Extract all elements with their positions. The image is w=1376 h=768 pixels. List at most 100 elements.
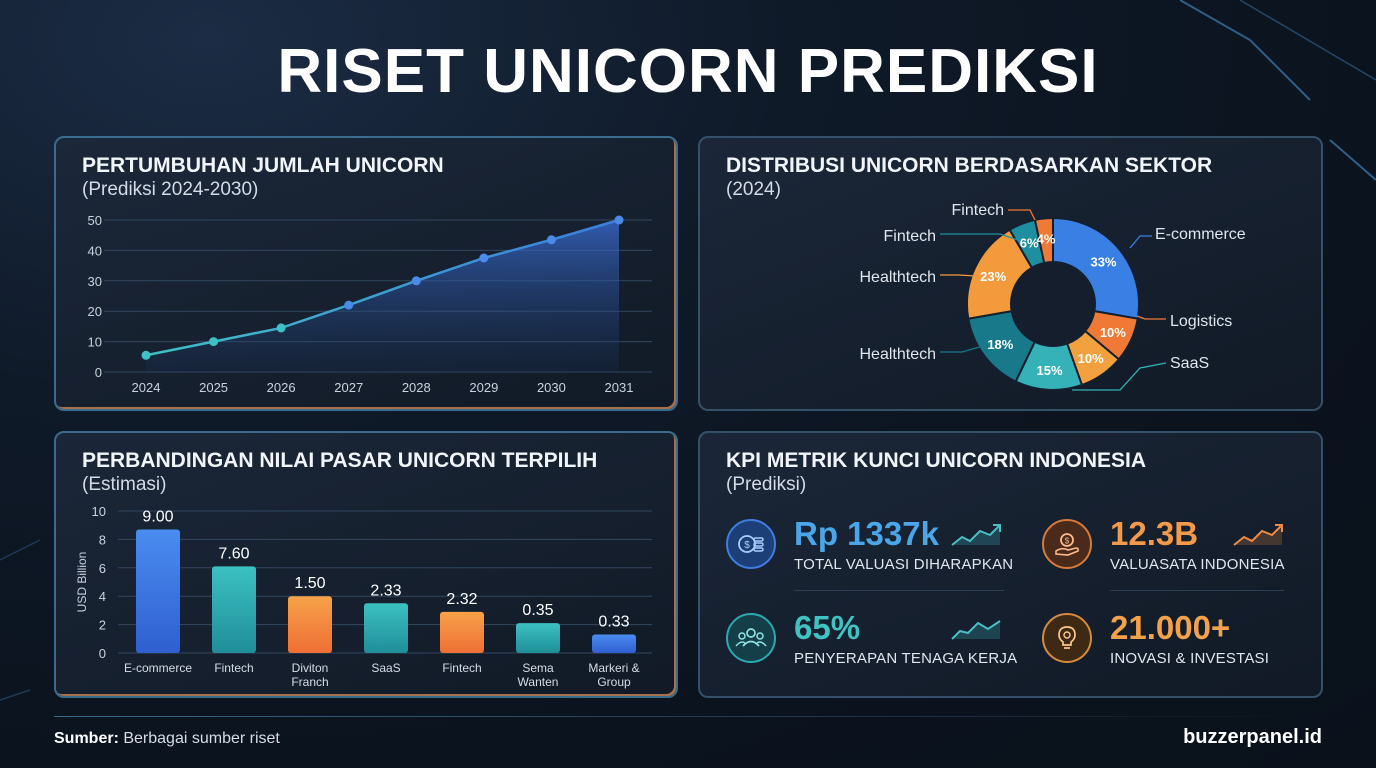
kpi-value-innovation: 21.000+ bbox=[1110, 609, 1231, 646]
hand-coin-icon: $ bbox=[1042, 519, 1092, 569]
kpi-value-valuation: Rp 1337k bbox=[794, 515, 939, 552]
y-tick-label: 4 bbox=[99, 589, 106, 604]
bar-value-label: 0.33 bbox=[598, 614, 629, 631]
market-chart-title: PERBANDINGAN NILAI PASAR UNICORN TERPILI… bbox=[82, 449, 598, 472]
slice-name-label: E-commerce bbox=[1155, 226, 1246, 243]
bar-value-label: 9.00 bbox=[142, 508, 173, 525]
sector-chart-panel: DISTRIBUSI UNICORN BERDASARKAN SEKTOR (2… bbox=[698, 136, 1323, 411]
growth-chart-title: PERTUMBUHAN JUMLAH UNICORN bbox=[82, 154, 444, 177]
sector-chart-title: DISTRIBUSI UNICORN BERDASARKAN SEKTOR bbox=[726, 154, 1213, 177]
page-title: RISET UNICORN PREDIKSI bbox=[277, 37, 1099, 106]
kpi-label-valuation: TOTAL VALUASI DIHARAPKAN bbox=[794, 556, 1014, 573]
slice-value-label: 10% bbox=[1078, 351, 1104, 366]
x-tick-label: Fintech bbox=[214, 661, 253, 675]
bar-value-label: 7.60 bbox=[218, 545, 249, 562]
y-tick-label: 0 bbox=[95, 365, 102, 380]
x-tick-label: 2024 bbox=[132, 380, 161, 395]
growth-chart-panel: PERTUMBUHAN JUMLAH UNICORN (Prediksi 202… bbox=[54, 136, 678, 411]
x-tick-label: 2028 bbox=[402, 380, 431, 395]
data-point bbox=[276, 323, 286, 333]
x-tick-label: Sema bbox=[522, 661, 554, 675]
slice-value-label: 15% bbox=[1037, 363, 1063, 378]
y-tick-label: 0 bbox=[99, 646, 106, 661]
svg-text:$: $ bbox=[744, 540, 750, 551]
data-point bbox=[479, 253, 489, 263]
bar bbox=[516, 623, 560, 653]
bar bbox=[364, 603, 408, 653]
data-point bbox=[344, 300, 354, 310]
money-coins-icon: $ bbox=[726, 519, 776, 569]
x-tick-label: Group bbox=[597, 675, 631, 689]
x-tick-label: SaaS bbox=[371, 661, 400, 675]
x-tick-label: 2025 bbox=[199, 380, 228, 395]
x-tick-label: Fintech bbox=[442, 661, 481, 675]
x-tick-label: 2030 bbox=[537, 380, 566, 395]
bar bbox=[288, 596, 332, 653]
leader-line bbox=[1129, 235, 1152, 249]
bar-value-label: 2.33 bbox=[370, 582, 401, 599]
footer-divider bbox=[54, 716, 1323, 717]
slice-value-label: 18% bbox=[987, 337, 1013, 352]
trend-up-icon bbox=[951, 524, 1001, 546]
trend-up-icon bbox=[1233, 524, 1283, 546]
footer-source: Sumber: Berbagai sumber riset bbox=[54, 730, 280, 748]
y-axis-label: USD Billion bbox=[75, 552, 89, 613]
slice-name-label: Healthtech bbox=[860, 346, 937, 363]
slice-name-label: Fintech bbox=[884, 228, 936, 245]
bar bbox=[136, 529, 180, 653]
kpi-label-employment: PENYERAPAN TENAGA KERJA bbox=[794, 650, 1018, 667]
trend-up-icon bbox=[951, 620, 1001, 640]
y-tick-label: 40 bbox=[88, 243, 102, 258]
leader-line bbox=[1008, 209, 1036, 221]
donut-slice bbox=[1033, 216, 1054, 265]
footer-brand: buzzerpanel.id bbox=[1183, 726, 1322, 748]
x-tick-label: 2029 bbox=[469, 380, 498, 395]
x-tick-label: 2027 bbox=[334, 380, 363, 395]
market-bar-chart: 0 2 4 6 8 10 USD Billion 9.00 E-commerce 7.60 Fint… bbox=[75, 504, 652, 689]
y-tick-label: 10 bbox=[92, 504, 106, 519]
kpi-divider bbox=[1110, 590, 1284, 591]
bar bbox=[592, 634, 636, 653]
leader-line bbox=[1136, 315, 1166, 320]
bar bbox=[440, 611, 484, 653]
leader-line bbox=[940, 274, 977, 277]
y-tick-label: 30 bbox=[88, 274, 102, 289]
y-tick-label: 8 bbox=[99, 532, 106, 547]
market-chart-panel: PERBANDINGAN NILAI PASAR UNICORN TERPILI… bbox=[54, 431, 678, 698]
sector-chart-subtitle: (2024) bbox=[726, 179, 781, 200]
slice-value-label: 23% bbox=[980, 269, 1006, 284]
slice-name-label: SaaS bbox=[1170, 355, 1209, 372]
slice-value-label: 10% bbox=[1100, 325, 1126, 340]
slice-name-label: Healthtech bbox=[860, 269, 937, 286]
slice-name-label: Fintech bbox=[952, 202, 1004, 219]
kpi-title: KPI METRIK KUNCI UNICORN INDONESIA bbox=[726, 449, 1147, 472]
slice-value-label: 33% bbox=[1090, 255, 1116, 270]
leader-line bbox=[940, 345, 984, 353]
kpi-panel: KPI METRIK KUNCI UNICORN INDONESIA (Pred… bbox=[698, 431, 1323, 698]
kpi-divider bbox=[794, 590, 1004, 591]
x-tick-label: Wanten bbox=[518, 675, 559, 689]
growth-chart-subtitle: (Prediksi 2024-2030) bbox=[82, 179, 259, 200]
data-point bbox=[411, 276, 421, 286]
data-point bbox=[546, 235, 556, 245]
kpi-subtitle: (Prediksi) bbox=[726, 474, 807, 495]
series-line bbox=[145, 218, 620, 357]
footer-source-text: Berbagai sumber riset bbox=[123, 730, 280, 747]
footer-source-label: Sumber: bbox=[54, 730, 119, 747]
donut-hole bbox=[1012, 263, 1094, 345]
bar bbox=[212, 566, 256, 653]
x-tick-label: 2026 bbox=[267, 380, 296, 395]
kpi-value-employment: 65% bbox=[794, 609, 861, 646]
bar-value-label: 2.32 bbox=[446, 591, 477, 608]
leader-line bbox=[940, 233, 1019, 241]
data-point bbox=[141, 350, 151, 360]
slice-value-label: 6% bbox=[1020, 235, 1039, 250]
data-point bbox=[209, 337, 219, 347]
y-tick-label: 50 bbox=[88, 213, 102, 228]
x-tick-label: Markeri & bbox=[588, 661, 639, 675]
x-tick-label: Diviton bbox=[292, 661, 329, 675]
y-tick-label: 20 bbox=[88, 304, 102, 319]
y-tick-label: 2 bbox=[99, 618, 106, 633]
y-tick-label: 10 bbox=[88, 335, 102, 350]
